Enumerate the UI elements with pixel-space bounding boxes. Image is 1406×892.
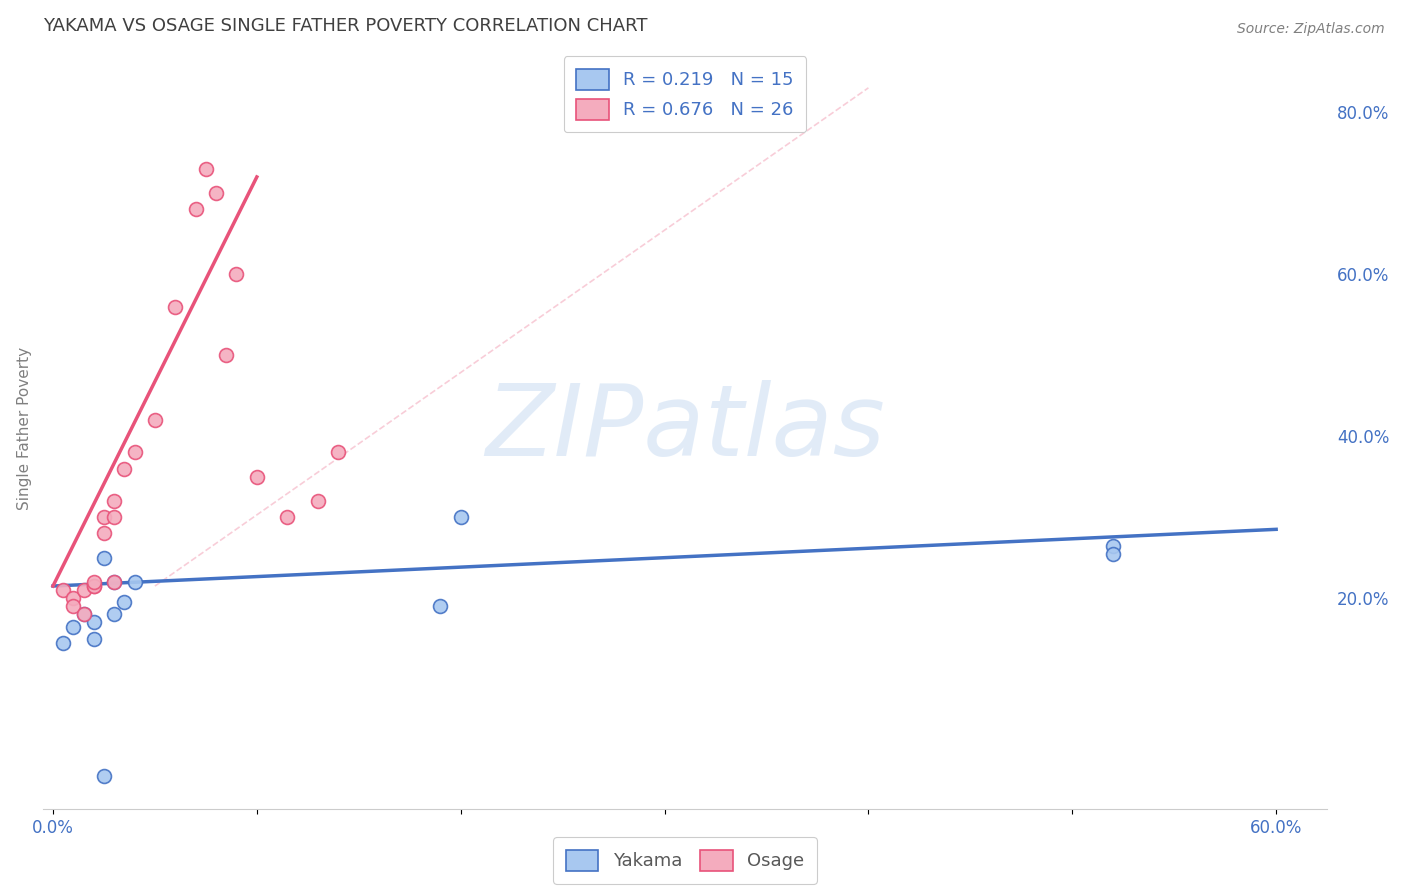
Point	[93, 769, 115, 783]
Point	[112, 595, 135, 609]
Point	[83, 579, 105, 593]
Point	[194, 161, 217, 176]
Point	[103, 510, 125, 524]
Point	[450, 510, 472, 524]
Point	[83, 574, 105, 589]
Point	[72, 607, 94, 622]
Point	[246, 469, 269, 483]
Point	[307, 494, 329, 508]
Text: Source: ZipAtlas.com: Source: ZipAtlas.com	[1237, 22, 1385, 37]
Point	[225, 267, 247, 281]
Point	[72, 583, 94, 598]
Point	[52, 583, 75, 598]
Point	[83, 579, 105, 593]
Point	[93, 510, 115, 524]
Point	[429, 599, 451, 614]
Point	[124, 574, 146, 589]
Point	[103, 494, 125, 508]
Point	[83, 632, 105, 646]
Point	[276, 510, 298, 524]
Point	[93, 550, 115, 565]
Point	[62, 619, 84, 633]
Point	[143, 413, 166, 427]
Point	[103, 607, 125, 622]
Point	[62, 591, 84, 606]
Point	[103, 574, 125, 589]
Point	[215, 348, 238, 362]
Point	[184, 202, 207, 217]
Point	[1102, 547, 1125, 561]
Point	[165, 300, 187, 314]
Point	[1102, 539, 1125, 553]
Point	[112, 461, 135, 475]
Text: YAKAMA VS OSAGE SINGLE FATHER POVERTY CORRELATION CHART: YAKAMA VS OSAGE SINGLE FATHER POVERTY CO…	[42, 17, 647, 35]
Text: ZIPatlas: ZIPatlas	[485, 380, 884, 476]
Point	[103, 574, 125, 589]
Point	[83, 615, 105, 630]
Point	[328, 445, 350, 459]
Point	[52, 636, 75, 650]
Point	[62, 599, 84, 614]
Legend: Yakama, Osage: Yakama, Osage	[553, 838, 817, 884]
Point	[72, 607, 94, 622]
Point	[124, 445, 146, 459]
Point	[205, 186, 228, 201]
Y-axis label: Single Father Poverty: Single Father Poverty	[17, 346, 32, 509]
Point	[93, 526, 115, 541]
